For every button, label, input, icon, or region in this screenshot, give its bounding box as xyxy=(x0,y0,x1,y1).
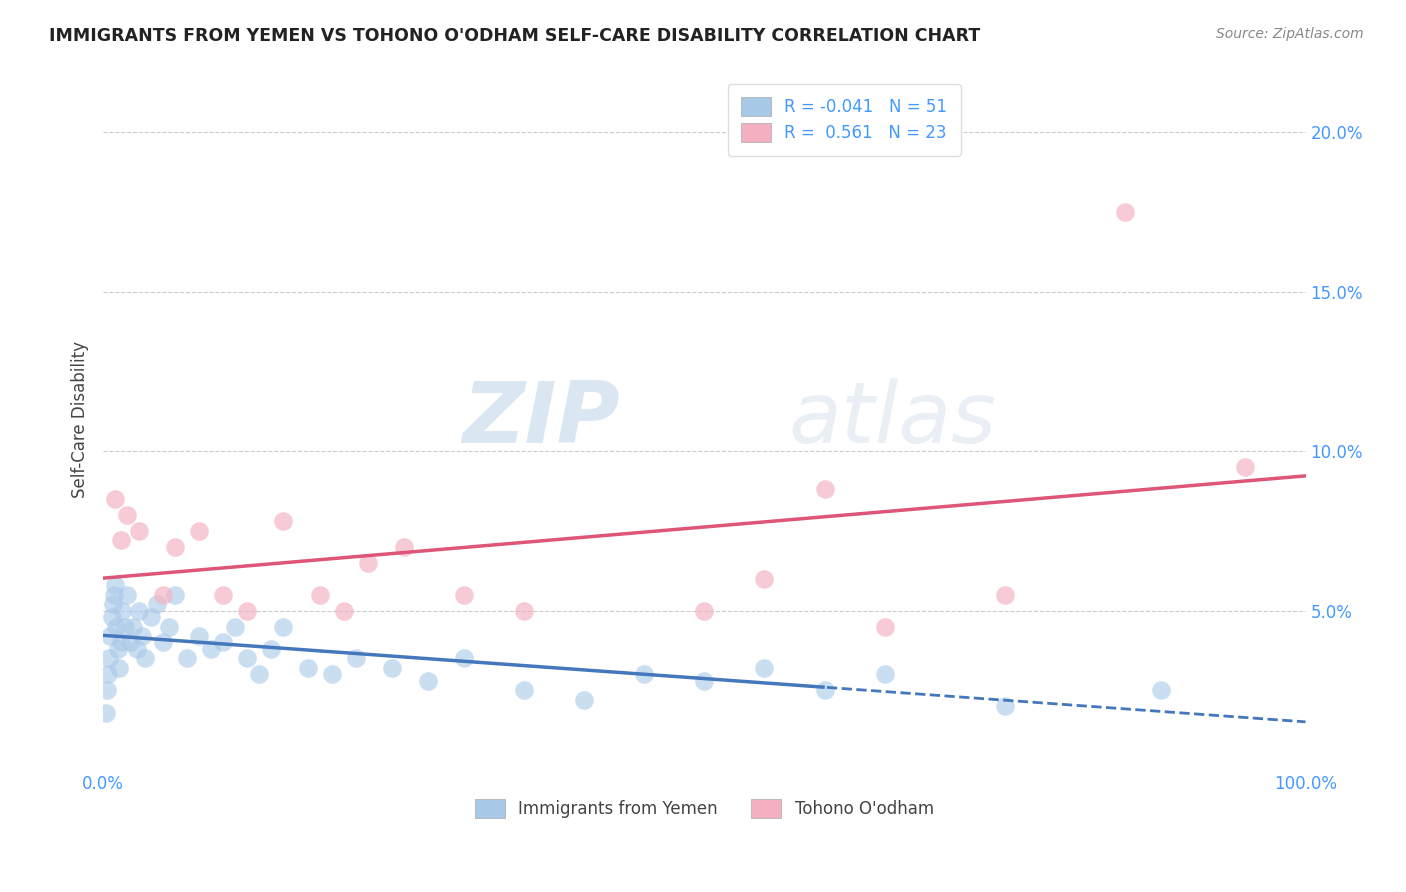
Point xyxy=(188,524,211,538)
Point xyxy=(308,588,330,602)
Point xyxy=(332,603,354,617)
Point xyxy=(873,619,896,633)
Point xyxy=(236,603,259,617)
Point xyxy=(107,641,129,656)
Point xyxy=(152,635,174,649)
Point xyxy=(104,578,127,592)
Text: atlas: atlas xyxy=(789,377,997,461)
Point xyxy=(105,619,128,633)
Point xyxy=(381,661,404,675)
Point xyxy=(754,572,776,586)
Point xyxy=(1150,683,1173,698)
Point xyxy=(101,597,124,611)
Point xyxy=(273,514,295,528)
Point xyxy=(110,635,132,649)
Point xyxy=(125,641,148,656)
Point xyxy=(146,597,169,611)
Point xyxy=(98,651,121,665)
Point xyxy=(994,699,1017,714)
Point xyxy=(344,651,367,665)
Point xyxy=(128,524,150,538)
Point xyxy=(152,588,174,602)
Point xyxy=(212,635,235,649)
Point xyxy=(114,619,136,633)
Y-axis label: Self-Care Disability: Self-Care Disability xyxy=(72,341,89,498)
Point xyxy=(200,641,222,656)
Point xyxy=(131,629,153,643)
Point xyxy=(115,588,138,602)
Point xyxy=(453,651,475,665)
Point xyxy=(392,540,415,554)
Point xyxy=(1114,205,1136,219)
Point xyxy=(416,673,439,688)
Point xyxy=(98,629,121,643)
Point xyxy=(453,588,475,602)
Point xyxy=(321,667,343,681)
Point xyxy=(212,588,235,602)
Point xyxy=(633,667,655,681)
Point xyxy=(118,635,141,649)
Point xyxy=(236,651,259,665)
Point xyxy=(273,619,295,633)
Point xyxy=(754,661,776,675)
Point xyxy=(572,693,595,707)
Point xyxy=(107,661,129,675)
Point xyxy=(157,619,180,633)
Point xyxy=(693,673,716,688)
Text: ZIP: ZIP xyxy=(463,377,620,461)
Point xyxy=(100,610,122,624)
Point xyxy=(122,619,145,633)
Point xyxy=(873,667,896,681)
Point xyxy=(176,651,198,665)
Point xyxy=(103,588,125,602)
Point xyxy=(249,667,271,681)
Point xyxy=(188,629,211,643)
Text: Source: ZipAtlas.com: Source: ZipAtlas.com xyxy=(1216,27,1364,41)
Point xyxy=(104,491,127,506)
Point xyxy=(97,667,120,681)
Point xyxy=(994,588,1017,602)
Point xyxy=(813,683,835,698)
Legend: Immigrants from Yemen, Tohono O'odham: Immigrants from Yemen, Tohono O'odham xyxy=(468,792,941,825)
Point xyxy=(94,706,117,720)
Point xyxy=(224,619,246,633)
Point xyxy=(134,651,156,665)
Point xyxy=(1234,460,1257,475)
Point xyxy=(513,603,536,617)
Point xyxy=(165,540,187,554)
Point xyxy=(356,556,378,570)
Point xyxy=(813,483,835,497)
Point xyxy=(165,588,187,602)
Point xyxy=(111,603,134,617)
Text: IMMIGRANTS FROM YEMEN VS TOHONO O'ODHAM SELF-CARE DISABILITY CORRELATION CHART: IMMIGRANTS FROM YEMEN VS TOHONO O'ODHAM … xyxy=(49,27,980,45)
Point xyxy=(260,641,283,656)
Point xyxy=(128,603,150,617)
Point xyxy=(115,508,138,522)
Point xyxy=(297,661,319,675)
Point xyxy=(513,683,536,698)
Point xyxy=(141,610,163,624)
Point xyxy=(110,533,132,548)
Point xyxy=(96,683,118,698)
Point xyxy=(693,603,716,617)
